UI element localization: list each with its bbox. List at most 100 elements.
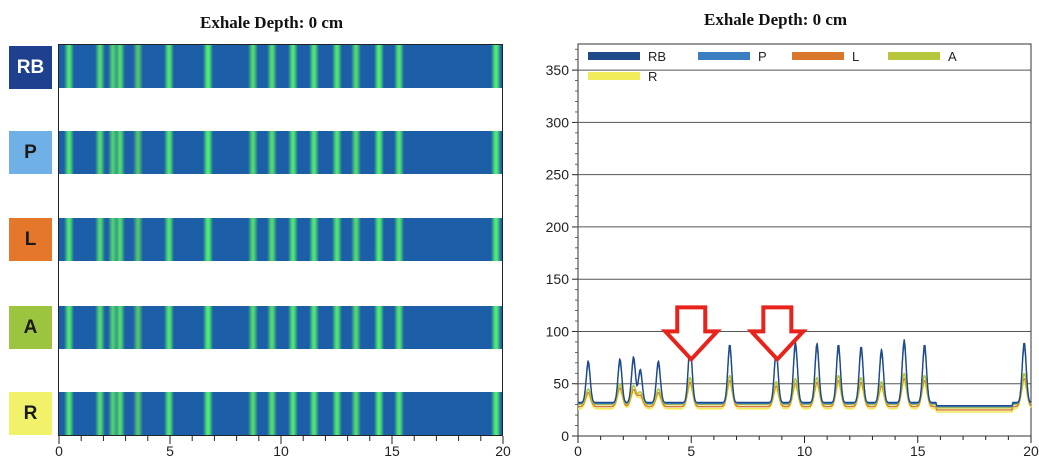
heatmap-x-axis: 0 5 10 15 20 (55, 436, 511, 459)
row-label-a: A (9, 306, 52, 349)
heatmap-stripe (288, 131, 299, 174)
heatmap-stripe (393, 131, 404, 174)
series-line-l (578, 377, 1032, 411)
heatmap-stripe (331, 392, 342, 435)
y-tick-label: 150 (546, 271, 570, 287)
heatmap-x-tick-label: 15 (384, 443, 400, 459)
heatmap-stripe (132, 306, 143, 349)
heatmap-stripe (491, 392, 502, 435)
heatmap-stripe (393, 45, 404, 88)
heatmap-x-tick-label: 20 (495, 443, 511, 459)
heatmap-stripe (351, 392, 362, 435)
heatmap-stripe (267, 218, 278, 261)
heatmap-x-tick-label: 10 (273, 443, 289, 459)
heatmap-stripe (288, 218, 299, 261)
heatmap-stripe (108, 306, 119, 349)
heatmap-stripe (309, 218, 320, 261)
heatmap-stripe (95, 45, 106, 88)
heatmap-stripe (132, 218, 143, 261)
y-tick-label: 50 (553, 376, 569, 392)
heatmap-stripe (491, 45, 502, 88)
heatmap-stripe (115, 218, 126, 261)
legend-swatch-a (888, 52, 940, 60)
heatmap-stripe (163, 131, 174, 174)
down-arrow-annotation (746, 305, 808, 363)
heatmap-stripe (248, 218, 259, 261)
y-tick-label: 250 (546, 167, 570, 183)
series-line-a (578, 372, 1032, 409)
legend-label-l: L (852, 49, 859, 64)
heatmap-stripe (95, 392, 106, 435)
heatmap-stripe (95, 218, 106, 261)
heatmap-stripe (288, 306, 299, 349)
heatmap-stripe (491, 131, 502, 174)
row-label-r: R (9, 392, 52, 435)
line-chart-title: Exhale Depth: 0 cm (704, 10, 848, 29)
heatmap-stripe (115, 306, 126, 349)
x-tick-label: 0 (574, 443, 582, 459)
heatmap-stripe (309, 131, 320, 174)
heatmap-strip-rb (59, 45, 503, 88)
y-tick-label: 0 (561, 428, 569, 444)
down-arrow-annotation (660, 305, 722, 363)
heatmap-stripe (163, 45, 174, 88)
heatmap-stripe (248, 45, 259, 88)
legend-label-rb: RB (648, 49, 666, 64)
heatmap-strip-a (59, 306, 503, 349)
x-tick-label: 10 (797, 443, 813, 459)
heatmap-stripe (95, 131, 106, 174)
heatmap-stripe (288, 392, 299, 435)
heatmap-stripe (202, 45, 213, 88)
heatmap-stripe (491, 306, 502, 349)
heatmap-stripe (63, 131, 74, 174)
x-tick-label: 20 (1023, 443, 1039, 459)
line-chart: 0 50 100 150 200 250 300 350 0 5 10 15 20 RB P L A R (546, 43, 1039, 459)
heatmap-stripe (267, 306, 278, 349)
heatmap-stripe (108, 45, 119, 88)
heatmap-stripe (351, 306, 362, 349)
heatmap-stripe (373, 131, 384, 174)
y-tick-label: 300 (546, 114, 570, 130)
heatmap-stripe (267, 131, 278, 174)
heatmap-stripe (132, 45, 143, 88)
x-tick-label: 15 (910, 443, 926, 459)
heatmap-stripe (248, 392, 259, 435)
heatmap-strip-l (59, 218, 503, 261)
heatmap-strip-r (59, 392, 503, 435)
legend-label-p: P (758, 49, 767, 64)
legend-swatch-rb (588, 52, 640, 60)
heatmap-stripe (63, 306, 74, 349)
heatmap-stripe (288, 45, 299, 88)
heatmap-stripe (163, 218, 174, 261)
heatmap-stripe (373, 45, 384, 88)
heatmap-stripe (115, 45, 126, 88)
heatmap-stripe (95, 306, 106, 349)
heatmap-stripe (309, 45, 320, 88)
heatmap-stripe (491, 218, 502, 261)
heatmap-title: Exhale Depth: 0 cm (200, 13, 344, 32)
heatmap-stripe (108, 218, 119, 261)
heatmap-strip-p (59, 131, 503, 174)
heatmap-stripe (248, 306, 259, 349)
heatmap-stripe (393, 392, 404, 435)
heatmap-stripe (309, 392, 320, 435)
row-label-p: P (9, 131, 52, 174)
heatmap-stripe (115, 392, 126, 435)
heatmap-stripe (108, 392, 119, 435)
y-tick-label: 350 (546, 62, 570, 78)
heatmap-stripe (331, 218, 342, 261)
heatmap-stripe (202, 218, 213, 261)
legend-label-r: R (648, 69, 657, 84)
heatmap-stripe (351, 45, 362, 88)
heatmap-x-tick-label: 5 (166, 443, 174, 459)
y-tick-label: 100 (546, 323, 570, 339)
heatmap-stripe (115, 131, 126, 174)
heatmap-stripe (309, 306, 320, 349)
heatmap-stripe (331, 131, 342, 174)
heatmap-stripe (331, 306, 342, 349)
heatmap-stripe (351, 131, 362, 174)
heatmap-stripe (373, 218, 384, 261)
heatmap-x-tick-label: 0 (55, 443, 63, 459)
heatmap-stripe (163, 306, 174, 349)
